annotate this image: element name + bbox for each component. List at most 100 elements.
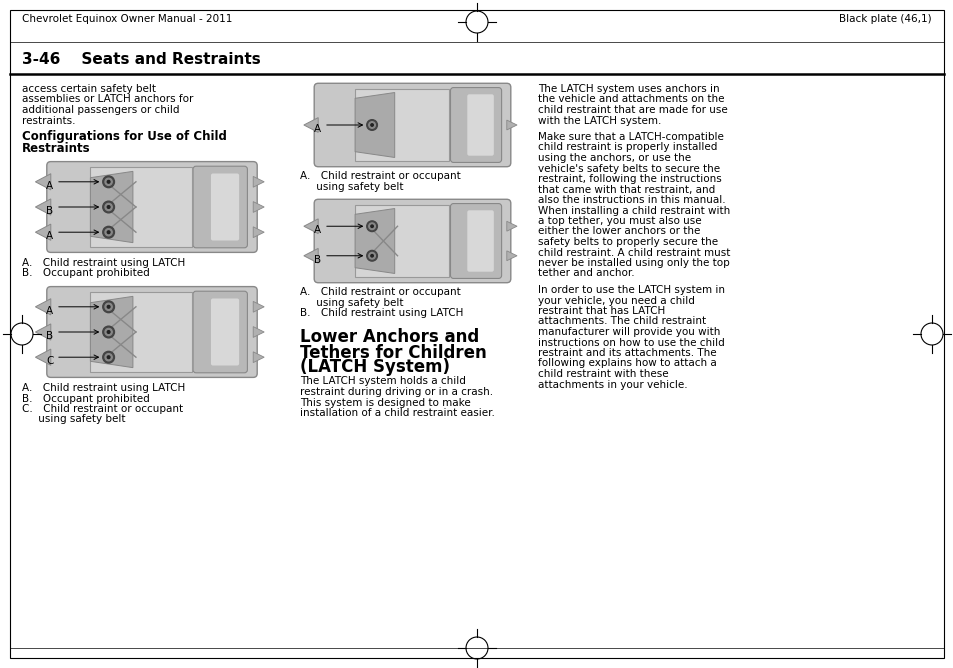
Polygon shape xyxy=(35,299,51,315)
Text: Black plate (46,1): Black plate (46,1) xyxy=(839,14,931,24)
Polygon shape xyxy=(304,219,318,234)
Text: The LATCH system holds a child: The LATCH system holds a child xyxy=(299,377,465,387)
Text: A: A xyxy=(314,124,321,134)
Text: the vehicle and attachments on the: the vehicle and attachments on the xyxy=(537,94,723,104)
Circle shape xyxy=(103,226,114,238)
Circle shape xyxy=(105,228,112,236)
Polygon shape xyxy=(35,174,51,190)
Circle shape xyxy=(105,329,112,335)
Text: A. Child restraint using LATCH: A. Child restraint using LATCH xyxy=(22,258,185,268)
Circle shape xyxy=(103,301,114,313)
Polygon shape xyxy=(253,176,264,187)
Text: Configurations for Use of Child: Configurations for Use of Child xyxy=(22,130,227,143)
Text: child restraint that are made for use: child restraint that are made for use xyxy=(537,105,727,115)
Circle shape xyxy=(103,176,114,188)
FancyBboxPatch shape xyxy=(193,166,247,248)
FancyBboxPatch shape xyxy=(450,204,501,279)
Polygon shape xyxy=(304,248,318,263)
Text: B: B xyxy=(314,255,321,265)
Text: that came with that restraint, and: that came with that restraint, and xyxy=(537,184,715,194)
Text: C. Child restraint or occupant: C. Child restraint or occupant xyxy=(22,404,183,414)
FancyBboxPatch shape xyxy=(47,162,257,253)
Text: vehicle's safety belts to secure the: vehicle's safety belts to secure the xyxy=(537,164,720,174)
Text: B: B xyxy=(46,206,53,216)
Text: following explains how to attach a: following explains how to attach a xyxy=(537,359,716,369)
Bar xyxy=(355,205,449,277)
Polygon shape xyxy=(506,221,517,231)
Text: When installing a child restraint with: When installing a child restraint with xyxy=(537,206,729,216)
Text: (LATCH System): (LATCH System) xyxy=(299,359,450,377)
Text: with the LATCH system.: with the LATCH system. xyxy=(537,116,660,126)
Text: This system is designed to make: This system is designed to make xyxy=(299,397,470,407)
Circle shape xyxy=(371,225,373,228)
Text: child restraint with these: child restraint with these xyxy=(537,369,668,379)
Circle shape xyxy=(369,223,375,230)
Text: Make sure that a LATCH-compatible: Make sure that a LATCH-compatible xyxy=(537,132,723,142)
Polygon shape xyxy=(253,227,264,238)
Circle shape xyxy=(369,253,375,259)
Text: restraint during driving or in a crash.: restraint during driving or in a crash. xyxy=(299,387,493,397)
Text: attachments. The child restraint: attachments. The child restraint xyxy=(537,317,705,327)
Circle shape xyxy=(103,326,114,338)
Text: restraints.: restraints. xyxy=(22,116,75,126)
Circle shape xyxy=(107,206,110,208)
Text: never be installed using only the top: never be installed using only the top xyxy=(537,258,729,268)
FancyBboxPatch shape xyxy=(314,199,510,283)
Text: access certain safety belt: access certain safety belt xyxy=(22,84,156,94)
Text: using safety belt: using safety belt xyxy=(22,415,126,424)
Text: Lower Anchors and: Lower Anchors and xyxy=(299,329,478,347)
Text: restraint, following the instructions: restraint, following the instructions xyxy=(537,174,721,184)
Circle shape xyxy=(107,231,110,234)
Polygon shape xyxy=(35,199,51,215)
Text: A. Child restraint using LATCH: A. Child restraint using LATCH xyxy=(22,383,185,393)
Text: 3-46    Seats and Restraints: 3-46 Seats and Restraints xyxy=(22,52,260,67)
Circle shape xyxy=(369,122,375,128)
Polygon shape xyxy=(35,324,51,340)
Text: instructions on how to use the child: instructions on how to use the child xyxy=(537,337,724,347)
Text: using safety belt: using safety belt xyxy=(299,182,403,192)
Text: child restraint is properly installed: child restraint is properly installed xyxy=(537,142,717,152)
Polygon shape xyxy=(253,202,264,212)
Text: Chevrolet Equinox Owner Manual - 2011: Chevrolet Equinox Owner Manual - 2011 xyxy=(22,14,233,24)
Polygon shape xyxy=(253,301,264,312)
Polygon shape xyxy=(91,297,132,367)
Bar xyxy=(355,89,449,161)
Circle shape xyxy=(366,250,377,261)
Polygon shape xyxy=(253,327,264,337)
Text: Tethers for Children: Tethers for Children xyxy=(299,343,486,361)
Text: attachments in your vehicle.: attachments in your vehicle. xyxy=(537,379,687,389)
Circle shape xyxy=(371,124,373,126)
Polygon shape xyxy=(253,352,264,363)
Circle shape xyxy=(107,331,110,333)
Text: additional passengers or child: additional passengers or child xyxy=(22,105,179,115)
Circle shape xyxy=(105,203,112,210)
Text: A: A xyxy=(46,181,53,191)
Text: Restraints: Restraints xyxy=(22,142,91,155)
Polygon shape xyxy=(35,349,51,365)
Text: B. Child restraint using LATCH: B. Child restraint using LATCH xyxy=(299,308,463,318)
Circle shape xyxy=(105,303,112,311)
Circle shape xyxy=(103,351,114,363)
Bar xyxy=(91,168,192,246)
Text: also the instructions in this manual.: also the instructions in this manual. xyxy=(537,195,725,205)
Text: tether and anchor.: tether and anchor. xyxy=(537,269,634,279)
Text: In order to use the LATCH system in: In order to use the LATCH system in xyxy=(537,285,724,295)
Text: assemblies or LATCH anchors for: assemblies or LATCH anchors for xyxy=(22,94,193,104)
Circle shape xyxy=(105,353,112,361)
FancyBboxPatch shape xyxy=(211,174,239,240)
Circle shape xyxy=(105,178,112,186)
Circle shape xyxy=(371,255,373,257)
Text: B. Occupant prohibited: B. Occupant prohibited xyxy=(22,269,150,279)
Circle shape xyxy=(107,305,110,308)
Text: using safety belt: using safety belt xyxy=(299,297,403,307)
Text: B: B xyxy=(46,331,53,341)
Circle shape xyxy=(366,120,377,130)
Circle shape xyxy=(366,221,377,232)
FancyBboxPatch shape xyxy=(450,88,501,162)
Text: either the lower anchors or the: either the lower anchors or the xyxy=(537,226,700,236)
Text: using the anchors, or use the: using the anchors, or use the xyxy=(537,153,690,163)
FancyBboxPatch shape xyxy=(47,287,257,377)
Text: A. Child restraint or occupant: A. Child restraint or occupant xyxy=(299,171,460,181)
Circle shape xyxy=(107,356,110,359)
Bar xyxy=(91,293,192,371)
